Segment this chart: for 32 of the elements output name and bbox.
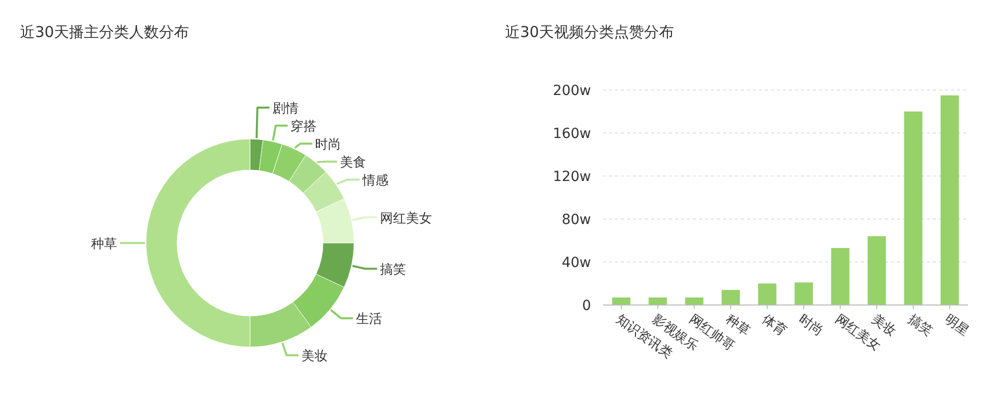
bar xyxy=(648,297,667,305)
bar xyxy=(904,112,922,305)
bar xyxy=(868,236,886,305)
chart-title: 近30天视频分类点赞分布 xyxy=(505,23,674,41)
x-tick-label: 明星 xyxy=(941,312,972,340)
bar xyxy=(940,95,959,305)
y-tick-label: 160w xyxy=(552,126,591,142)
y-tick-label: 80w xyxy=(562,212,591,228)
slice-label: 网红美女 xyxy=(380,210,432,226)
y-tick-label: 40w xyxy=(562,255,591,271)
y-tick-label: 120w xyxy=(552,169,591,185)
bar xyxy=(685,297,704,305)
bar xyxy=(612,297,630,305)
y-tick-label: 0 xyxy=(582,298,591,314)
slice-label: 美食 xyxy=(340,154,366,171)
bar xyxy=(794,282,813,305)
bar xyxy=(831,248,850,305)
slice-label: 美妆 xyxy=(301,348,328,364)
y-tick-label: 200w xyxy=(552,83,591,99)
slice-label: 搞笑 xyxy=(380,262,406,278)
x-tick-label: 体育 xyxy=(758,311,790,340)
chart-title: 近30天播主分类人数分布 xyxy=(20,23,190,41)
bar xyxy=(722,290,740,305)
slice-label: 剧情 xyxy=(272,102,298,117)
slice-label: 种草 xyxy=(91,237,117,252)
bar xyxy=(758,284,776,305)
slice-label: 情感 xyxy=(362,174,389,189)
slice-label: 穿搭 xyxy=(290,120,317,135)
slice-label: 生活 xyxy=(356,312,382,328)
x-tick-label: 搞笑 xyxy=(904,312,935,340)
slice-label: 时尚 xyxy=(315,138,342,153)
x-tick-label: 时尚 xyxy=(795,312,826,340)
